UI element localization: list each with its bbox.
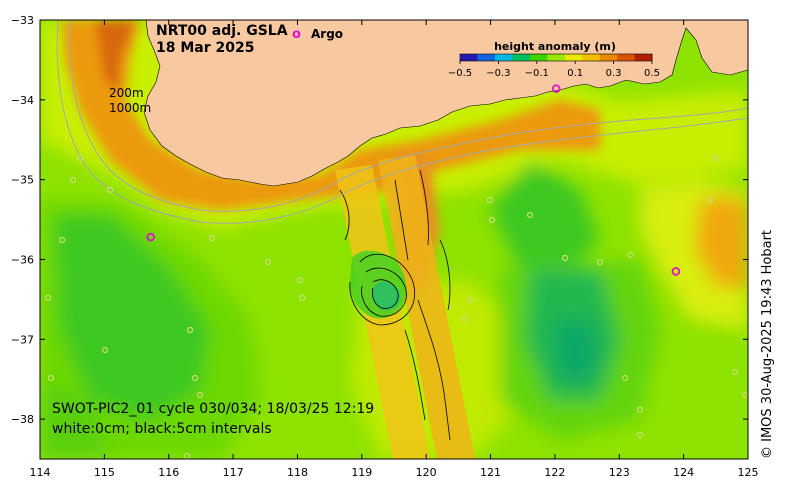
plot-area bbox=[40, 20, 748, 459]
isobath-200m bbox=[69, 20, 748, 212]
colorbar-segment bbox=[547, 54, 566, 61]
swot-eddy-inner bbox=[372, 281, 401, 311]
x-tick-label: 125 bbox=[738, 466, 759, 479]
argo-float-marker bbox=[671, 267, 681, 276]
x-tick-label: 118 bbox=[287, 466, 308, 479]
colorbar-segment bbox=[599, 54, 618, 61]
land-mass bbox=[40, 20, 748, 187]
swot-swath bbox=[335, 155, 475, 459]
colorbar-tick-label: −0.3 bbox=[486, 68, 510, 79]
swot-annotation-line2: white:0cm; black:5cm intervals bbox=[52, 421, 272, 437]
colorbar-segment bbox=[494, 54, 513, 61]
x-tick-label: 122 bbox=[544, 466, 565, 479]
field-green-west bbox=[55, 215, 210, 420]
colorbar: height anomaly (m) −0.5 −0.3 −0.1 0.1 0.3 0.5 bbox=[448, 40, 660, 79]
colorbar-segment bbox=[529, 54, 548, 61]
field-deep-green-core bbox=[555, 320, 600, 385]
colorbar-tick-label: 0.3 bbox=[606, 68, 622, 79]
field-orange-east-eddy bbox=[695, 195, 748, 290]
y-tick-label: −35 bbox=[11, 174, 34, 187]
colorbar-outline bbox=[459, 53, 653, 62]
colorbar-segment bbox=[582, 54, 601, 61]
x-tick-label: 121 bbox=[480, 466, 501, 479]
x-tick-label: 124 bbox=[673, 466, 694, 479]
x-tick-label: 119 bbox=[351, 466, 372, 479]
colorbar-segments bbox=[460, 54, 653, 61]
colorbar-segment bbox=[460, 54, 478, 61]
credit-text: © IMOS 30-Aug-2025 19:43 Hobart bbox=[760, 229, 775, 459]
y-tick-label: −34 bbox=[11, 94, 34, 107]
x-tick-label: 120 bbox=[416, 466, 437, 479]
x-tick-label: 123 bbox=[609, 466, 630, 479]
x-tick-label: 117 bbox=[223, 466, 244, 479]
field-darkorange-capeleeuwin bbox=[95, 20, 135, 90]
colorbar-tick-label: 0.1 bbox=[567, 68, 583, 79]
y-tick-label: −37 bbox=[11, 333, 34, 346]
plot-frame bbox=[39, 19, 749, 460]
argo-legend-label: Argo bbox=[311, 27, 343, 41]
colorbar-segment bbox=[634, 54, 653, 61]
axes: 114 115 116 117 118 119 120 121 122 123 124 125 −33 −… bbox=[11, 14, 759, 479]
colorbar-tick-label: −0.5 bbox=[448, 68, 472, 79]
x-tick-label: 114 bbox=[30, 466, 51, 479]
field-green-centre bbox=[490, 160, 600, 280]
map-title-product: NRT00 adj. GSLA bbox=[156, 23, 288, 39]
y-tick-label: −38 bbox=[11, 413, 34, 426]
colorbar-segment bbox=[564, 54, 583, 61]
colorbar-title: height anomaly (m) bbox=[494, 40, 616, 53]
argo-legend-marker: o bbox=[292, 27, 301, 42]
colorbar-tick-label: −0.1 bbox=[525, 68, 549, 79]
depth-label-1000m: 1000m bbox=[109, 101, 151, 115]
argo-float-marker bbox=[146, 232, 156, 242]
depth-label-200m: 200m bbox=[109, 86, 144, 100]
x-tick-label: 116 bbox=[158, 466, 179, 479]
x-tick-label: 115 bbox=[94, 466, 115, 479]
field-green-lower-left bbox=[40, 380, 110, 459]
swot-swath-right bbox=[378, 155, 475, 459]
colorbar-ticks: −0.5 −0.3 −0.1 0.1 0.3 0.5 bbox=[448, 61, 660, 79]
colorbar-segment bbox=[512, 54, 531, 61]
y-tick-label: −33 bbox=[11, 14, 34, 27]
colorbar-segment bbox=[617, 54, 636, 61]
colorbar-tick-label: 0.5 bbox=[644, 68, 660, 79]
y-tick-label: −36 bbox=[11, 253, 34, 266]
swot-contours bbox=[339, 169, 451, 441]
map-title-date: 18 Mar 2025 bbox=[156, 40, 254, 56]
argo-floats bbox=[146, 84, 681, 276]
argo-float-marker bbox=[551, 84, 561, 93]
swot-annotation-line1: SWOT-PIC2_01 cycle 030/034; 18/03/25 12:… bbox=[52, 401, 374, 417]
field-orange-leeuwin bbox=[62, 20, 600, 210]
colorbar-segment bbox=[477, 54, 496, 61]
